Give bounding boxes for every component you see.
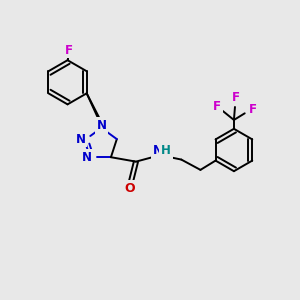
Text: F: F: [213, 100, 221, 112]
Text: F: F: [65, 44, 73, 57]
Text: N: N: [153, 144, 163, 157]
Text: N: N: [82, 151, 92, 164]
Text: H: H: [161, 144, 171, 157]
Text: O: O: [124, 182, 134, 195]
Text: F: F: [231, 91, 239, 104]
Text: N: N: [96, 119, 106, 132]
Text: N: N: [76, 133, 86, 146]
Text: F: F: [249, 103, 257, 116]
